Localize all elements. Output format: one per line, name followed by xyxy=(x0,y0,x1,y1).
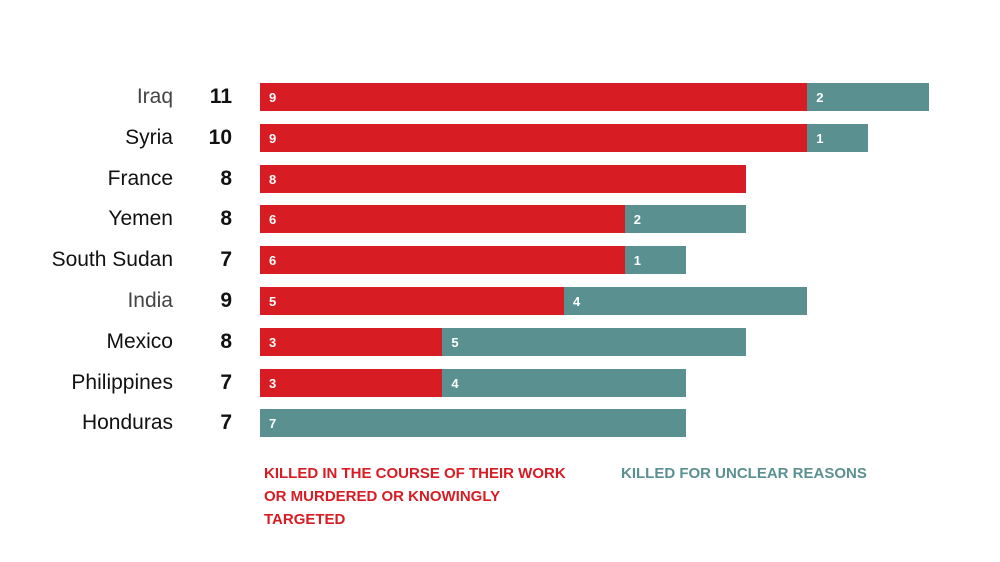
total-label: 8 xyxy=(220,329,232,353)
data-label: 5 xyxy=(451,334,459,350)
bar-segment-unclear: 4 xyxy=(564,287,808,315)
category-label: Philippines xyxy=(71,370,173,394)
total-label: 11 xyxy=(209,85,232,108)
bar-segment-targeted: 9 xyxy=(260,83,808,111)
total-label: 8 xyxy=(220,207,232,231)
data-label: 1 xyxy=(816,130,824,146)
total-label: 7 xyxy=(220,248,232,272)
bar-segment-targeted: 5 xyxy=(260,287,564,315)
data-label: 2 xyxy=(816,90,824,105)
data-label: 5 xyxy=(269,294,277,309)
category-label: India xyxy=(127,289,173,312)
bar-segment-targeted: 6 xyxy=(260,246,625,275)
bar-segment-unclear: 1 xyxy=(624,246,686,275)
bar-segment-unclear: 2 xyxy=(624,205,747,234)
bar-segment-unclear: 2 xyxy=(807,83,929,111)
data-label: 2 xyxy=(633,212,642,228)
category-label: South Sudan xyxy=(51,248,173,272)
total-label: 9 xyxy=(220,289,232,312)
legend-entry: KILLED IN THE COURSE OF THEIR WORK OR MU… xyxy=(264,465,566,528)
data-label: 4 xyxy=(573,294,581,309)
bar-segment-unclear: 1 xyxy=(807,123,868,152)
data-label: 1 xyxy=(633,253,642,269)
bar-segment-targeted: 3 xyxy=(260,368,443,397)
total-label: 8 xyxy=(220,166,232,190)
total-label: 7 xyxy=(220,411,232,435)
category-label: Mexico xyxy=(106,329,173,353)
data-label: 6 xyxy=(269,212,277,228)
category-label: Syria xyxy=(125,125,173,149)
data-label: 6 xyxy=(269,253,277,269)
data-label: 4 xyxy=(451,375,459,391)
bar-segment-unclear: 7 xyxy=(260,409,686,438)
legend-entry: KILLED FOR UNCLEAR REASONS xyxy=(621,465,867,482)
data-label: 9 xyxy=(269,130,277,146)
category-label: France xyxy=(107,166,173,190)
bar-segment-unclear: 5 xyxy=(442,327,747,356)
category-label: Honduras xyxy=(81,411,173,435)
data-label: 3 xyxy=(269,334,277,350)
total-label: 10 xyxy=(208,125,232,149)
bar-segment-targeted: 9 xyxy=(260,123,808,152)
data-label: 3 xyxy=(269,375,277,391)
category-label: Yemen xyxy=(108,207,173,231)
bar-segment-unclear: 4 xyxy=(442,368,686,397)
category-label: Iraq xyxy=(136,85,173,108)
data-label: 9 xyxy=(269,90,277,105)
data-label: 8 xyxy=(269,171,277,187)
bar-segment-targeted: 8 xyxy=(260,164,747,193)
total-label: 7 xyxy=(220,370,232,394)
data-label: 7 xyxy=(269,416,277,432)
bar-segment-targeted: 3 xyxy=(260,327,443,356)
bar-segment-targeted: 6 xyxy=(260,205,625,234)
